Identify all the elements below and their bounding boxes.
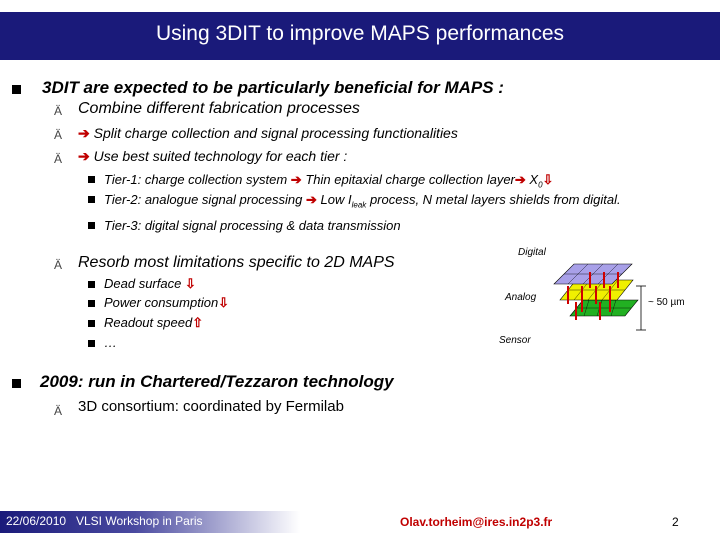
tier-3-item: Tier-3: digital signal processing & data… bbox=[104, 218, 401, 233]
sub-bullet-resorb: Resorb most limitations specific to 2D M… bbox=[78, 254, 395, 271]
main-bullet-1: 3DIT are expected to be particularly ben… bbox=[42, 78, 504, 97]
right-arrow-icon: ➔ bbox=[514, 172, 526, 187]
page-number: 2 bbox=[672, 515, 679, 529]
bullet-square-icon bbox=[88, 340, 95, 347]
footer-date: 22/06/2010 bbox=[6, 514, 67, 528]
sub-bullet-icon: Ä bbox=[54, 128, 63, 142]
title-bar bbox=[0, 12, 720, 60]
tier-2-item: Tier-2: analogue signal processing ➔ Low… bbox=[104, 192, 621, 210]
sub-bullet-best-suited: ➔ Use best suited technology for each ti… bbox=[78, 148, 348, 164]
limitation-readout: Readout speed⇧ bbox=[104, 315, 204, 330]
limitation-power: Power consumption⇩ bbox=[104, 295, 230, 310]
interconnect-lines bbox=[567, 272, 619, 320]
down-arrow-icon: ⇩ bbox=[184, 276, 196, 291]
bullet-square-icon bbox=[12, 379, 21, 388]
limitation-dead-surface: Dead surface ⇩ bbox=[104, 276, 196, 291]
footer-email: Olav.torheim@ires.in2p3.fr bbox=[400, 515, 553, 529]
analog-label: Analog bbox=[505, 292, 537, 303]
digital-label: Digital bbox=[518, 247, 546, 258]
up-arrow-icon: ⇧ bbox=[192, 315, 204, 330]
3d-stack-diagram bbox=[553, 263, 646, 331]
right-arrow-icon: ➔ bbox=[290, 172, 302, 187]
bullet-square-icon bbox=[88, 320, 95, 327]
limitation-more: … bbox=[104, 335, 117, 350]
right-arrow-icon: ➔ bbox=[306, 192, 317, 207]
footer-bar bbox=[0, 511, 300, 533]
right-arrow-icon: ➔ bbox=[78, 148, 90, 164]
slide-title: Using 3DIT to improve MAPS performances bbox=[155, 22, 565, 45]
thickness-label: ~ 50 µm bbox=[648, 297, 685, 308]
right-arrow-icon: ➔ bbox=[78, 125, 90, 141]
sub-bullet-icon: Ä bbox=[54, 258, 63, 272]
bullet-square-icon bbox=[88, 281, 95, 288]
down-arrow-icon: ⇩ bbox=[542, 172, 554, 187]
main-bullet-2: 2009: run in Chartered/Tezzaron technolo… bbox=[40, 372, 394, 391]
sub-bullet-icon: Ä bbox=[54, 404, 63, 418]
bullet-square-icon bbox=[88, 196, 95, 203]
down-arrow-icon: ⇩ bbox=[218, 295, 230, 310]
sub-bullet-icon: Ä bbox=[54, 152, 63, 166]
sensor-label: Sensor bbox=[499, 335, 531, 346]
bullet-square-icon bbox=[88, 222, 95, 229]
bullet-square-icon bbox=[88, 176, 95, 183]
bullet-square-icon bbox=[88, 300, 95, 307]
sub-bullet-icon: Ä bbox=[54, 104, 63, 118]
height-bracket bbox=[636, 285, 646, 331]
bullet-square-icon bbox=[12, 85, 21, 94]
tier-1-item: Tier-1: charge collection system ➔ Thin … bbox=[104, 172, 554, 190]
sub-bullet-split: ➔ Split charge collection and signal pro… bbox=[78, 125, 458, 141]
sub-bullet-combine: Combine different fabrication processes bbox=[78, 100, 360, 117]
sub-bullet-consortium: 3D consortium: coordinated by Fermilab bbox=[78, 398, 344, 415]
footer-event: VLSI Workshop in Paris bbox=[76, 514, 203, 528]
